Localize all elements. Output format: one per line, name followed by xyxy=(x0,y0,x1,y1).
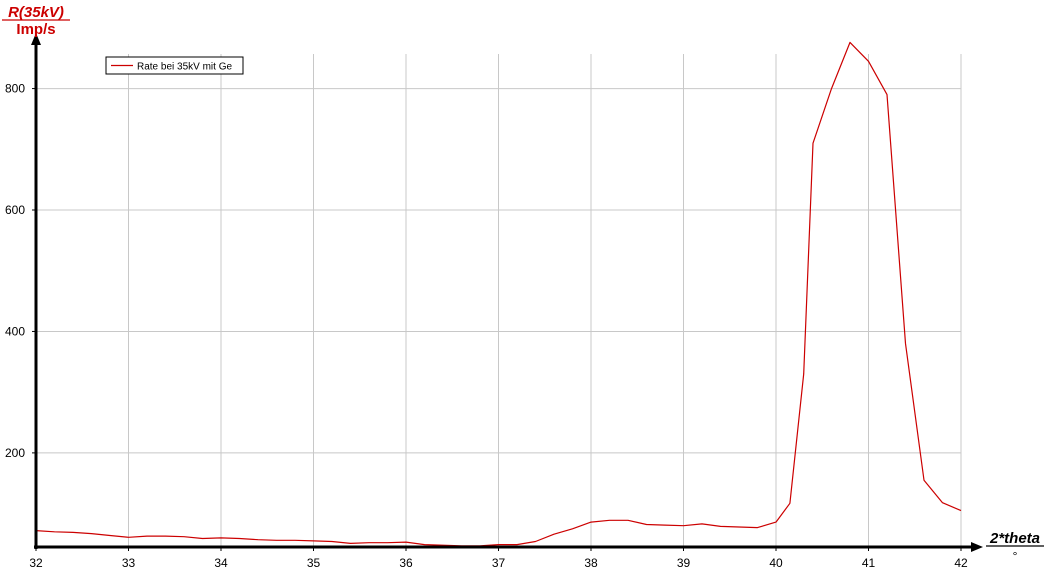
y-tick-label: 200 xyxy=(5,446,25,460)
x-tick-label: 42 xyxy=(954,556,968,570)
series-layer xyxy=(35,41,962,547)
x-tick-label: 32 xyxy=(29,556,43,570)
x-tick-label: 36 xyxy=(399,556,413,570)
series-line xyxy=(35,41,962,547)
y-tick-label: 600 xyxy=(5,203,25,217)
x-tick-label: 35 xyxy=(307,556,321,570)
x-tick-label: 38 xyxy=(584,556,598,570)
legend-label: Rate bei 35kV mit Ge xyxy=(137,62,232,73)
x-tick-label: 41 xyxy=(862,556,876,570)
x-axis-title: 2*theta xyxy=(989,530,1040,547)
axes xyxy=(31,33,983,552)
x-tick-label: 34 xyxy=(214,556,228,570)
x-axis-arrow xyxy=(971,542,983,552)
x-axis-unit: ° xyxy=(1013,549,1018,563)
x-tick-label: 39 xyxy=(677,556,691,570)
legend: Rate bei 35kV mit Ge xyxy=(105,56,244,75)
x-tick-label: 40 xyxy=(769,556,783,570)
tick-labels: 32 33 34 35 36 37 38 39 40 41 42 200 400 600 800 xyxy=(5,82,968,570)
y-axis-unit: Imp/s xyxy=(16,21,55,38)
legend-box xyxy=(105,56,244,75)
y-tick-label: 400 xyxy=(5,324,25,338)
y-tick-label: 800 xyxy=(5,82,25,96)
grid-lines xyxy=(36,54,962,547)
x-tick-label: 33 xyxy=(122,556,136,570)
x-tick-label: 37 xyxy=(492,556,506,570)
y-axis-title: R(35kV) xyxy=(8,4,64,21)
y-axis-arrow xyxy=(31,33,41,45)
